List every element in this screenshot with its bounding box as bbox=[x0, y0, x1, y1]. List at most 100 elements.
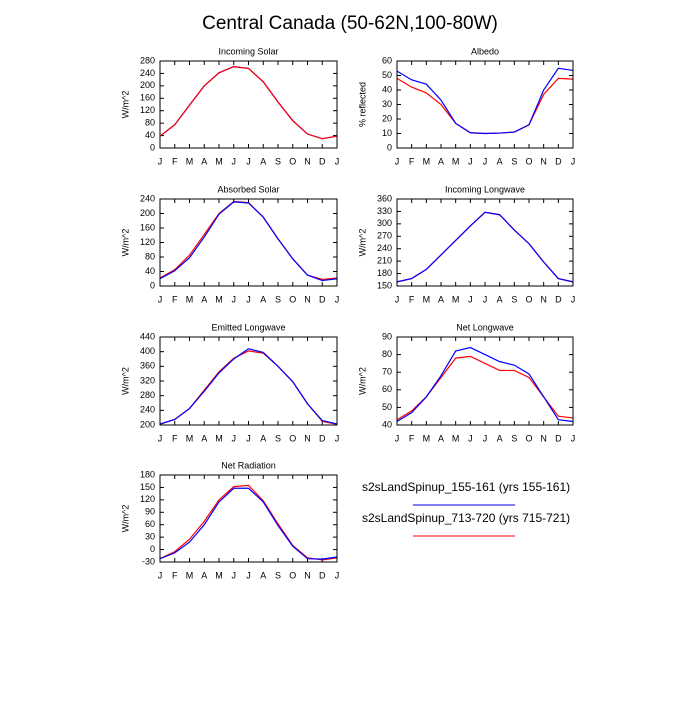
data-line bbox=[159, 487, 338, 560]
x-tick-label: O bbox=[525, 294, 532, 304]
x-tick-label: M bbox=[186, 570, 194, 580]
y-tick-label: 0 bbox=[387, 142, 392, 152]
data-line bbox=[159, 65, 338, 140]
y-tick-label: 60 bbox=[382, 55, 392, 65]
x-tick-label: A bbox=[497, 156, 503, 166]
y-tick-label: 40 bbox=[382, 419, 392, 429]
y-tick-label: 160 bbox=[140, 93, 155, 103]
y-tick-label: 280 bbox=[140, 390, 155, 400]
x-tick-label: A bbox=[260, 570, 266, 580]
x-tick-label: J bbox=[571, 156, 576, 166]
data-line bbox=[396, 67, 574, 135]
x-tick-label: J bbox=[158, 156, 163, 166]
y-tick-label: 40 bbox=[145, 266, 155, 276]
y-axis-label: W/m^2 bbox=[120, 367, 130, 395]
x-tick-label: M bbox=[452, 433, 460, 443]
panel-title: Absorbed Solar bbox=[217, 184, 279, 194]
y-tick-label: 160 bbox=[140, 222, 155, 232]
y-axis-label: W/m^2 bbox=[120, 91, 130, 119]
plot-frame bbox=[396, 198, 574, 287]
panel-title: Incoming Solar bbox=[218, 46, 278, 56]
plot-frame bbox=[159, 474, 338, 563]
x-tick-label: N bbox=[304, 294, 311, 304]
data-line bbox=[159, 200, 338, 281]
legend-label: s2sLandSpinup_713-720 (yrs 715-721) bbox=[362, 511, 570, 525]
x-tick-label: A bbox=[438, 294, 444, 304]
y-tick-label: 80 bbox=[145, 118, 155, 128]
y-tick-label: 200 bbox=[140, 419, 155, 429]
y-tick-label: 200 bbox=[140, 208, 155, 218]
x-tick-label: A bbox=[201, 433, 207, 443]
y-tick-label: 240 bbox=[140, 68, 155, 78]
x-tick-label: S bbox=[275, 294, 281, 304]
y-tick-label: 150 bbox=[377, 280, 392, 290]
x-tick-label: M bbox=[215, 433, 223, 443]
x-tick-label: J bbox=[246, 570, 251, 580]
y-tick-label: 80 bbox=[382, 349, 392, 359]
x-tick-label: N bbox=[540, 294, 547, 304]
data-line bbox=[159, 350, 338, 425]
x-tick-label: S bbox=[511, 156, 517, 166]
x-tick-label: S bbox=[275, 433, 281, 443]
y-tick-label: 120 bbox=[140, 494, 155, 504]
x-tick-label: F bbox=[172, 570, 178, 580]
x-tick-label: J bbox=[232, 570, 237, 580]
y-tick-label: 0 bbox=[150, 280, 155, 290]
y-tick-label: -30 bbox=[142, 556, 155, 566]
x-tick-label: A bbox=[497, 433, 503, 443]
x-tick-label: J bbox=[395, 294, 400, 304]
y-tick-label: 200 bbox=[140, 80, 155, 90]
y-tick-label: 30 bbox=[382, 99, 392, 109]
x-tick-label: N bbox=[304, 156, 311, 166]
x-tick-label: M bbox=[186, 433, 194, 443]
x-tick-label: J bbox=[483, 156, 488, 166]
y-tick-label: 320 bbox=[140, 375, 155, 385]
x-tick-label: O bbox=[289, 433, 296, 443]
y-tick-label: 120 bbox=[140, 237, 155, 247]
y-tick-label: 40 bbox=[145, 130, 155, 140]
y-tick-label: 80 bbox=[145, 251, 155, 261]
y-tick-label: 150 bbox=[140, 482, 155, 492]
x-tick-label: F bbox=[409, 156, 415, 166]
x-tick-label: J bbox=[571, 294, 576, 304]
panel: Incoming Longwave W/m^2 150 180 210 240 270 300… bbox=[357, 184, 575, 304]
x-tick-label: F bbox=[409, 294, 415, 304]
x-tick-label: O bbox=[525, 433, 532, 443]
y-tick-label: 360 bbox=[140, 361, 155, 371]
y-tick-label: 180 bbox=[140, 469, 155, 479]
y-tick-label: 180 bbox=[377, 268, 392, 278]
x-tick-label: J bbox=[232, 433, 237, 443]
y-tick-label: 280 bbox=[140, 55, 155, 65]
x-tick-label: J bbox=[468, 433, 473, 443]
x-tick-label: F bbox=[172, 294, 178, 304]
y-tick-label: 210 bbox=[377, 256, 392, 266]
x-tick-label: M bbox=[215, 156, 223, 166]
panel-title: Albedo bbox=[471, 46, 499, 56]
x-tick-label: A bbox=[438, 156, 444, 166]
x-tick-label: J bbox=[158, 433, 163, 443]
panel-title: Net Radiation bbox=[221, 460, 276, 470]
x-tick-label: M bbox=[215, 294, 223, 304]
x-tick-label: J bbox=[395, 156, 400, 166]
x-tick-label: D bbox=[319, 156, 326, 166]
y-axis-label: W/m^2 bbox=[357, 367, 367, 395]
data-line bbox=[159, 65, 338, 140]
y-tick-label: 40 bbox=[382, 84, 392, 94]
data-line bbox=[159, 201, 338, 282]
x-tick-label: M bbox=[452, 156, 460, 166]
x-tick-label: F bbox=[172, 156, 178, 166]
x-tick-label: J bbox=[335, 294, 340, 304]
x-tick-label: S bbox=[275, 156, 281, 166]
y-tick-label: 240 bbox=[377, 243, 392, 253]
panel: Incoming Solar W/m^2 0 40 80 120 160 200 240 280 J… bbox=[120, 46, 339, 166]
plot-frame bbox=[396, 60, 574, 149]
x-tick-label: J bbox=[571, 433, 576, 443]
y-tick-label: 10 bbox=[382, 128, 392, 138]
y-tick-label: 50 bbox=[382, 402, 392, 412]
x-tick-label: J bbox=[335, 156, 340, 166]
x-tick-label: J bbox=[158, 294, 163, 304]
x-tick-label: J bbox=[246, 433, 251, 443]
x-tick-label: J bbox=[468, 294, 473, 304]
